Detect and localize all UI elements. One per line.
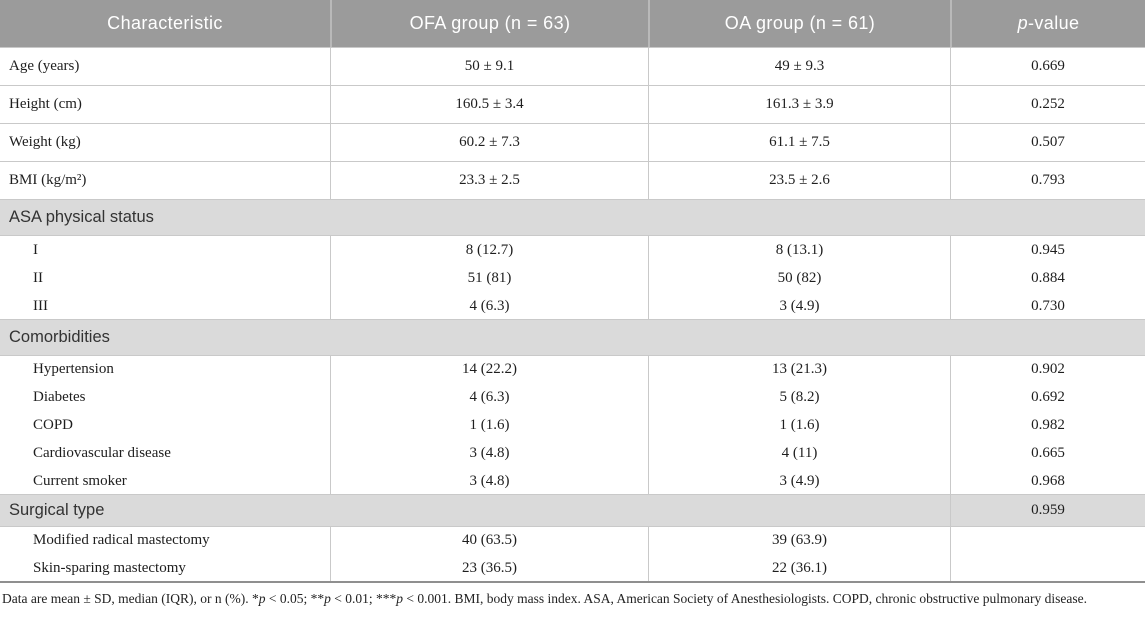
group-p-values: 0.902 0.692 0.982 0.665 0.968: [950, 356, 1145, 494]
footnote-p-italic: p: [258, 591, 266, 606]
table-row-age: Age (years) 50 ± 9.1 49 ± 9.3 0.669: [0, 47, 1145, 85]
ofa-value: 4 (6.3): [469, 297, 510, 314]
oa-value: 8 (13.1): [775, 241, 824, 258]
row-label: Modified radical mastectomy: [33, 532, 210, 548]
oa-value: 5 (8.2): [779, 389, 820, 405]
header-characteristic: Characteristic: [107, 13, 223, 33]
ofa-value: 14 (22.2): [462, 361, 517, 377]
section-p-value: 0.959: [950, 495, 1145, 526]
row-label: COPD: [33, 417, 74, 433]
table-header-row: Characteristic OFA group (n = 63) OA gro…: [0, 0, 1145, 47]
p-value: 0.665: [1031, 445, 1065, 461]
oa-value: 23.5 ± 2.6: [648, 162, 950, 199]
row-label: Skin-sparing mastectomy: [33, 560, 186, 576]
p-value-rest: -value: [1027, 13, 1080, 33]
p-value: 0.507: [950, 124, 1145, 161]
group-p-values: [950, 527, 1145, 581]
row-label: Weight (kg): [9, 134, 81, 150]
header-oa-group: OA group (n = 61): [648, 0, 950, 47]
p-value: 0.793: [950, 162, 1145, 199]
p-value: 0.730: [1031, 297, 1065, 314]
oa-value: 4 (11): [781, 445, 818, 461]
group-oa-values: 13 (21.3) 5 (8.2) 1 (1.6) 4 (11) 3 (4.9): [648, 356, 950, 494]
ofa-value: 4 (6.3): [469, 389, 510, 405]
group-oa-values: 39 (63.9) 22 (36.1): [648, 527, 950, 581]
p-value: 0.252: [950, 86, 1145, 123]
group-labels: Hypertension Diabetes COPD Cardiovascula…: [0, 356, 330, 494]
group-ofa-values: 40 (63.5) 23 (36.5): [330, 527, 648, 581]
oa-value: 1 (1.6): [779, 417, 820, 433]
oa-value: 3 (4.9): [779, 297, 820, 314]
p-value: [951, 527, 1145, 554]
section-header-surgical-type: Surgical type 0.959: [0, 494, 1145, 526]
group-p-values: 0.945 0.884 0.730: [950, 236, 1145, 319]
row-label: II: [33, 269, 43, 286]
group-labels: I II III: [0, 236, 330, 319]
p-value: [951, 554, 1145, 581]
footnote-p-italic: p: [396, 591, 403, 606]
footnote-segment: Data are mean ± SD, median (IQR), or n (…: [2, 591, 259, 606]
oa-value: 13 (21.3): [772, 361, 827, 377]
row-label: III: [33, 297, 48, 314]
ofa-value: 3 (4.8): [469, 445, 510, 461]
ofa-value: 3 (4.8): [469, 473, 510, 489]
oa-value: 39 (63.9): [772, 532, 827, 548]
ofa-value: 51 (81): [467, 269, 512, 286]
ofa-value: 23.3 ± 2.5: [330, 162, 648, 199]
row-label: Current smoker: [33, 473, 127, 489]
group-asa-rows: I II III 8 (12.7) 51 (81) 4 (6.3) 8 (13.…: [0, 235, 1145, 319]
row-label: I: [33, 241, 38, 258]
oa-value: 49 ± 9.3: [648, 48, 950, 85]
section-title: Surgical type: [9, 501, 105, 519]
oa-value: 50 (82): [777, 269, 822, 286]
p-value: 0.669: [950, 48, 1145, 85]
footnote-p-italic: p: [324, 591, 331, 606]
section-header-comorbidities: Comorbidities: [0, 319, 1145, 355]
p-value: 0.902: [1031, 361, 1065, 377]
ofa-value: 23 (36.5): [462, 560, 517, 576]
row-label: Height (cm): [9, 96, 82, 112]
footnote-segment: < 0.01; ***: [330, 591, 397, 606]
p-value: 0.884: [1031, 269, 1065, 286]
ofa-value: 50 ± 9.1: [330, 48, 648, 85]
row-label: Hypertension: [33, 361, 114, 377]
ofa-value: 1 (1.6): [469, 417, 510, 433]
p-value: 0.968: [1031, 473, 1065, 489]
oa-value: 161.3 ± 3.9: [648, 86, 950, 123]
footnote-segment: < 0.001. BMI, body mass index. ASA, Amer…: [402, 591, 1087, 606]
group-ofa-values: 8 (12.7) 51 (81) 4 (6.3): [330, 236, 648, 319]
ofa-value: 8 (12.7): [465, 241, 514, 258]
header-ofa-group: OFA group (n = 63): [330, 0, 648, 47]
section-title: ASA physical status: [9, 208, 154, 226]
row-label: Age (years): [9, 58, 80, 74]
group-comorbidity-rows: Hypertension Diabetes COPD Cardiovascula…: [0, 355, 1145, 494]
p-value: 0.692: [1031, 389, 1065, 405]
table-footnote: Data are mean ± SD, median (IQR), or n (…: [0, 583, 1145, 609]
row-label: BMI (kg/m²): [9, 172, 87, 188]
ofa-value: 60.2 ± 7.3: [330, 124, 648, 161]
group-surgical-rows: Modified radical mastectomy Skin-sparing…: [0, 526, 1145, 581]
row-label: Diabetes: [33, 389, 86, 405]
p-value-italic: p: [1017, 13, 1028, 33]
p-value: 0.982: [1031, 417, 1065, 433]
table-row-weight: Weight (kg) 60.2 ± 7.3 61.1 ± 7.5 0.507: [0, 123, 1145, 161]
row-label: Cardiovascular disease: [33, 445, 171, 461]
section-header-asa: ASA physical status: [0, 199, 1145, 235]
table-row-bmi: BMI (kg/m²) 23.3 ± 2.5 23.5 ± 2.6 0.793: [0, 161, 1145, 199]
table-row-height: Height (cm) 160.5 ± 3.4 161.3 ± 3.9 0.25…: [0, 85, 1145, 123]
group-ofa-values: 14 (22.2) 4 (6.3) 1 (1.6) 3 (4.8) 3 (4.8…: [330, 356, 648, 494]
oa-value: 61.1 ± 7.5: [648, 124, 950, 161]
baseline-characteristics-table: Characteristic OFA group (n = 63) OA gro…: [0, 0, 1145, 583]
ofa-value: 160.5 ± 3.4: [330, 86, 648, 123]
group-labels: Modified radical mastectomy Skin-sparing…: [0, 527, 330, 581]
p-value: 0.945: [1031, 241, 1065, 258]
oa-value: 3 (4.9): [779, 473, 820, 489]
group-oa-values: 8 (13.1) 50 (82) 3 (4.9): [648, 236, 950, 319]
ofa-value: 40 (63.5): [462, 532, 517, 548]
section-title: Comorbidities: [9, 328, 110, 346]
footnote-segment: < 0.05; **: [265, 591, 325, 606]
header-p-value: p -value: [950, 0, 1145, 47]
oa-value: 22 (36.1): [772, 560, 827, 576]
